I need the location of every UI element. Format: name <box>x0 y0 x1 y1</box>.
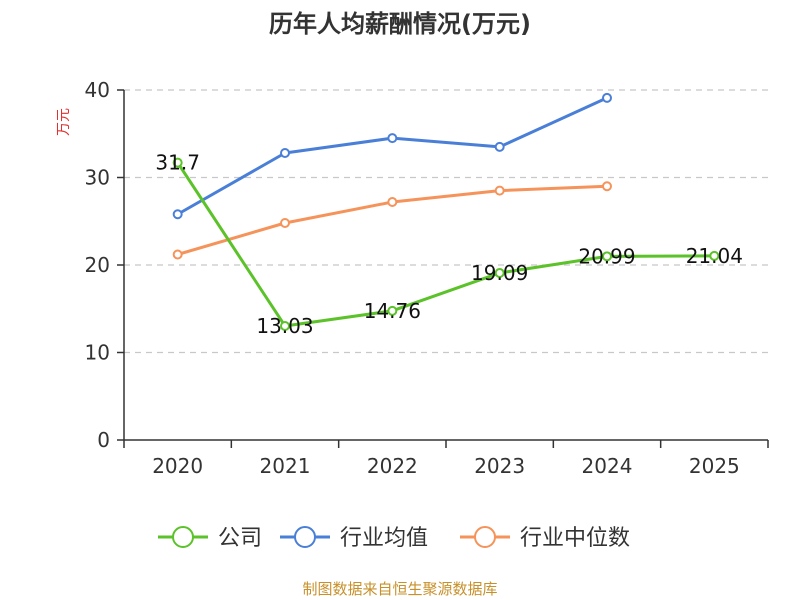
point-s2-2021 <box>280 218 290 228</box>
y-tick-label-40: 40 <box>85 78 110 102</box>
legend-label-1: 行业均值 <box>340 526 428 551</box>
x-tick-label-2020: 2020 <box>152 454 203 478</box>
data-label-2020: 31.7 <box>155 151 200 175</box>
point-s0-2025 <box>709 250 720 261</box>
legend-label-2: 行业中位数 <box>520 526 630 551</box>
legend-item-1: 行业均值 <box>280 526 428 551</box>
data-label-2023: 19.09 <box>471 261 528 285</box>
data-label-2022: 14.76 <box>364 299 421 323</box>
point-s1-2024 <box>602 92 612 103</box>
legend-marker-0 <box>172 526 194 548</box>
y-tick-label-10: 10 <box>85 341 110 365</box>
legend-marker-1 <box>294 526 316 548</box>
point-s1-2020 <box>172 209 183 220</box>
x-tick-label-2025: 2025 <box>689 454 740 478</box>
point-s0-2023 <box>494 267 505 278</box>
point-s0-2021 <box>280 320 290 331</box>
x-tick-label-2022: 2022 <box>367 454 418 478</box>
point-s2-2024 <box>602 181 612 192</box>
series-lines <box>172 92 720 331</box>
point-s1-2022 <box>387 133 398 144</box>
point-s2-2022 <box>387 197 398 207</box>
legend: 公司 行业均值 行业中位数 <box>158 526 630 551</box>
series-line-0 <box>176 161 715 328</box>
data-labels: 31.7 13.03 14.76 19.09 20.99 21.04 <box>155 151 743 338</box>
legend-item-0: 公司 <box>158 526 262 551</box>
data-label-2021: 13.03 <box>256 314 313 338</box>
y-tick-label-30: 30 <box>85 166 110 190</box>
y-axis-label: 万元 <box>56 108 72 136</box>
point-s2-2023 <box>494 185 505 196</box>
legend-item-2: 行业中位数 <box>460 526 630 551</box>
legend-marker-2 <box>474 526 496 548</box>
legend-label-0: 公司 <box>218 526 262 551</box>
point-s0-2022 <box>387 305 398 316</box>
data-label-2024: 20.99 <box>578 244 635 268</box>
data-label-2025: 21.04 <box>686 244 743 268</box>
grid-lines <box>124 89 768 354</box>
y-tick-label-0: 0 <box>97 428 110 452</box>
series-line-1 <box>176 96 608 216</box>
point-s0-2020 <box>172 157 183 168</box>
point-s1-2023 <box>494 141 505 152</box>
source-note: 制图数据来自恒生聚源数据库 <box>302 580 497 598</box>
point-s0-2024 <box>602 251 612 262</box>
point-s1-2021 <box>280 148 290 158</box>
series-line-2 <box>177 184 608 256</box>
x-tick-label-2023: 2023 <box>474 454 525 478</box>
y-tick-label-20: 20 <box>85 253 110 277</box>
x-tick-label-2024: 2024 <box>582 454 633 478</box>
chart-title: 历年人均薪酬情况(万元) <box>269 10 531 38</box>
x-tick-label-2021: 2021 <box>260 454 311 478</box>
point-s2-2020 <box>172 249 183 260</box>
axes: 0 10 20 30 40 2020 2021 2022 2023 2024 2025 <box>85 78 769 478</box>
